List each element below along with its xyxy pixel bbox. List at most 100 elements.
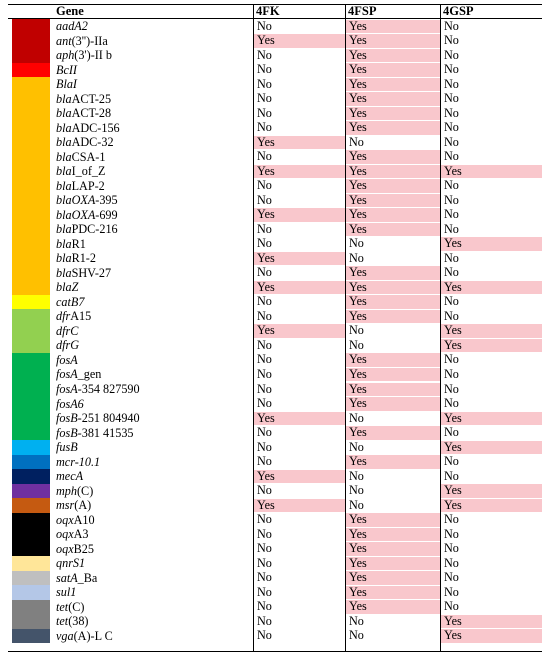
gene-name-suffix: R1: [71, 236, 86, 251]
gene-name: satA_Ba: [56, 571, 97, 586]
cell-4gsp: No: [444, 105, 459, 120]
cell-4gsp: No: [444, 468, 459, 483]
category-color-swatch: [12, 251, 50, 266]
cell-4fsp: No: [349, 236, 364, 251]
cell-4fsp: Yes: [346, 266, 440, 280]
gene-name: blaACT-28: [56, 106, 111, 121]
cell-4fk: No: [257, 221, 272, 236]
gene-name-italic: oqx: [56, 541, 74, 556]
gene-name-suffix: R1-2: [71, 251, 96, 266]
gene-name: blaZ: [56, 280, 78, 295]
cell-4fk: No: [257, 555, 272, 570]
table-row: msr(A) Yes No Yes: [8, 498, 542, 513]
cell-4fk: No: [257, 308, 272, 323]
gene-name-italic: oqx: [56, 527, 74, 542]
cell-4gsp: No: [444, 149, 459, 164]
gene-name-suffix: -699: [95, 207, 118, 222]
cell-4fk: No: [257, 192, 272, 207]
cell-4gsp: No: [444, 62, 459, 77]
cell-4fsp: Yes: [346, 164, 440, 179]
cell-4fsp: Yes: [346, 397, 440, 411]
table-row: dfrC Yes No Yes: [8, 324, 542, 339]
table-header: Gene 4FK 4FSP 4GSP: [8, 4, 542, 19]
cell-4fk: Yes: [254, 469, 345, 484]
cell-4fsp: Yes: [346, 367, 440, 382]
table-row: dfrA15 No Yes No: [8, 309, 542, 324]
gene-name: aadA2: [56, 19, 88, 34]
cell-4gsp: No: [444, 294, 459, 309]
category-color-swatch: [12, 570, 50, 586]
category-color-swatch: [12, 367, 50, 382]
gene-name: sul1: [56, 585, 76, 600]
cell-4fsp: Yes: [346, 295, 440, 309]
cell-4gsp: No: [444, 265, 459, 280]
cell-4fk: No: [257, 120, 272, 135]
table-row: blaOXA-395 No Yes No: [8, 193, 542, 208]
gene-name-suffix: (A): [74, 498, 92, 513]
table-row: blaSHV-27 No Yes No: [8, 266, 542, 281]
category-color-swatch: [12, 323, 50, 339]
gene-name-suffix: -354 827590: [77, 382, 140, 396]
cell-4fk: Yes: [254, 135, 345, 150]
gene-name-suffix: -381 41535: [77, 425, 134, 440]
gene-name: blaI_of_Z: [56, 164, 105, 179]
gene-name-italic: bla: [56, 135, 72, 150]
table-row: blaACT-25 No Yes No: [8, 92, 542, 107]
category-color-swatch: [12, 236, 50, 252]
gene-name-italic: bla: [56, 265, 72, 280]
cell-4fk: Yes: [254, 498, 345, 513]
category-color-swatch: [12, 222, 50, 237]
gene-name: fosB-251 804940: [56, 411, 140, 426]
table-row: blaADC-32 Yes No No: [8, 135, 542, 150]
category-color-swatch: [12, 527, 50, 542]
table-row: blaR1 No No Yes: [8, 237, 542, 252]
cell-4fsp: Yes: [346, 63, 440, 77]
gene-name-suffix: (38): [68, 614, 89, 629]
cell-4gsp: No: [444, 207, 459, 222]
cell-4fsp: Yes: [346, 513, 440, 527]
cell-4gsp: No: [444, 526, 459, 541]
cell-4fk: No: [257, 149, 272, 164]
category-color-swatch: [12, 19, 50, 34]
gene-name: blaSHV-27: [56, 266, 111, 281]
cell-4gsp: Yes: [441, 237, 542, 251]
category-color-swatch: [12, 149, 50, 165]
table-row: mcr-10.1 No Yes No: [8, 455, 542, 470]
gene-name: BlaI: [56, 77, 77, 92]
cell-4fsp: No: [349, 628, 364, 643]
cell-4gsp: No: [444, 18, 459, 33]
gene-name-italic: bla: [56, 106, 72, 121]
gene-name: aph(3')-II b: [56, 48, 112, 63]
category-color-swatch: [12, 440, 50, 455]
table-row: blaR1-2 Yes No No: [8, 251, 542, 266]
cell-4fsp: Yes: [346, 600, 440, 614]
gene-name: fosA: [56, 353, 78, 368]
cell-4fsp: Yes: [346, 208, 440, 222]
category-color-swatch: [12, 294, 50, 310]
category-color-swatch: [12, 469, 50, 484]
gene-name-suffix: ACT-25: [71, 91, 112, 106]
table-row: tet(C) No Yes No: [8, 600, 542, 615]
cell-4gsp: No: [444, 555, 459, 570]
cell-4fsp: No: [349, 613, 364, 628]
category-color-swatch: [12, 164, 50, 179]
table-row: blaLAP-2 No Yes No: [8, 179, 542, 194]
table-row: blaI_of_Z Yes Yes Yes: [8, 164, 542, 179]
gene-name: blaOXA-395: [56, 193, 118, 208]
cell-4fsp: Yes: [346, 382, 440, 396]
category-color-swatch: [12, 541, 50, 557]
category-color-swatch: [12, 425, 50, 441]
gene-name-italic: fosB: [56, 411, 78, 426]
gene-name: fosB-381 41535: [56, 426, 134, 441]
table-row: satA_Ba No Yes No: [8, 571, 542, 586]
gene-name-italic: mcr-10.1: [56, 454, 101, 469]
category-color-swatch: [12, 193, 50, 208]
cell-4fk: No: [257, 381, 272, 396]
cell-4fk: No: [257, 454, 272, 469]
cell-4gsp: No: [444, 120, 459, 135]
cell-4gsp: No: [444, 76, 459, 91]
table-row: fusB No No Yes: [8, 440, 542, 455]
category-color-swatch: [12, 106, 50, 121]
gene-name-suffix: B25: [73, 541, 94, 556]
header-gene: Gene: [56, 4, 84, 18]
